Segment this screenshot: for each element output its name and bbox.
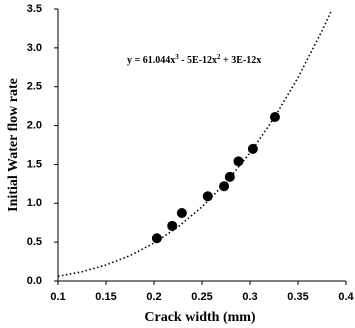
- x-axis-title: Crack width (mm): [144, 310, 256, 325]
- point: [219, 181, 230, 192]
- point: [176, 208, 187, 218]
- x-tick-label: 0.35: [287, 291, 308, 303]
- point: [167, 220, 178, 231]
- eq-part: y = 61.044x: [127, 55, 175, 66]
- x-tick-label: 0.4: [338, 291, 354, 303]
- eq-sup: 3: [175, 53, 179, 61]
- y-tick-label: 0.5: [27, 236, 42, 248]
- y-tick-label: 3.5: [27, 3, 42, 15]
- eq-part: - 5E-12x: [179, 55, 217, 66]
- x-tick-label: 0.2: [146, 291, 161, 303]
- eq-part: + 3E-12x: [221, 55, 262, 66]
- point: [233, 156, 244, 167]
- equation: y = 61.044x3 - 5E-12x2 + 3E-12x: [127, 53, 261, 67]
- y-tick-label: 2.0: [27, 119, 42, 131]
- x-tick-label: 0.15: [95, 291, 116, 303]
- eq-sup: 2: [217, 53, 221, 61]
- x-tick-label: 0.25: [191, 291, 212, 303]
- point: [247, 143, 258, 154]
- y-tick-label: 3.0: [27, 42, 42, 54]
- point: [202, 191, 213, 202]
- point: [151, 233, 162, 244]
- point: [224, 171, 235, 182]
- y-axis-title: Initial Water flow rate: [6, 78, 21, 212]
- y-tick-label: 1.0: [27, 197, 42, 209]
- trendline: [57, 9, 333, 278]
- y-tick-label: 2.5: [27, 81, 42, 93]
- x-tick-label: 0.1: [50, 291, 65, 303]
- y-tick-label: 1.5: [27, 158, 42, 170]
- point: [269, 112, 280, 123]
- y-tick-label: 0.0: [27, 275, 42, 287]
- x-tick-label: 0.3: [242, 291, 257, 303]
